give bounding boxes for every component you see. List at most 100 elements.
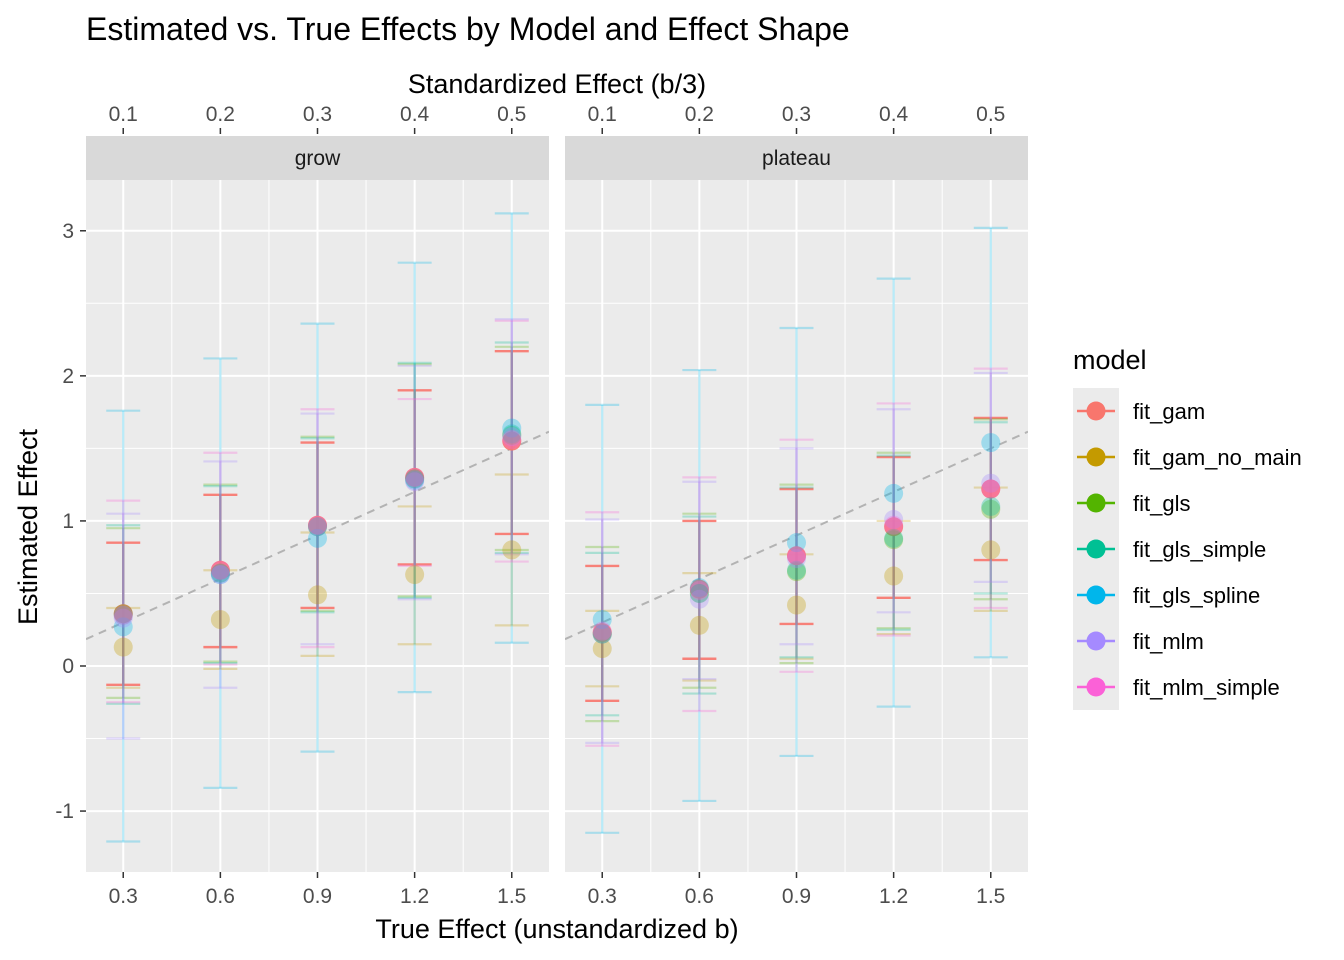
legend-label: fit_gls_simple	[1133, 537, 1266, 562]
point-fit_gam	[689, 579, 709, 599]
point-fit_mlm_simple	[689, 581, 709, 601]
point-fit_mlm	[308, 517, 327, 537]
point-fit_gls	[405, 469, 425, 489]
y-tick-label: 3	[62, 220, 74, 243]
x2-tick-label: 0.4	[400, 103, 430, 126]
y-tick-label: 1	[62, 510, 74, 533]
point-fit_gls_simple	[884, 528, 904, 548]
point-fit_gls_spline	[592, 610, 612, 630]
point-fit_gls	[113, 604, 133, 624]
y-tick-label: -1	[55, 800, 74, 823]
point-fit_gls_simple	[113, 605, 133, 625]
point-fit_gls_spline	[308, 528, 327, 548]
point-fit_gls	[787, 562, 806, 582]
point-fit_gls	[210, 563, 230, 583]
point-fit_mlm_simple	[405, 467, 425, 487]
legend-label: fit_gls	[1133, 491, 1190, 516]
top-axis-title: Standardized Effect (b/3)	[408, 69, 706, 99]
point-fit_gam	[113, 604, 133, 624]
legend-key-point	[1086, 585, 1106, 605]
point-fit_gam	[884, 517, 904, 537]
legend-key-point	[1086, 401, 1106, 421]
x-tick-label: 1.2	[400, 885, 429, 908]
panel-plateau: plateau 0.3 0.6 0.9 1.2 1.5 0.1 0.2 0.3 0.4 0.5	[565, 103, 1028, 908]
point-fit_gls	[689, 583, 709, 603]
facet-strip	[565, 136, 1028, 180]
point-fit_gls_simple	[592, 624, 612, 644]
x2-tick-label: 0.5	[497, 103, 526, 126]
point-fit_mlm	[592, 624, 612, 644]
x2-tick-label: 0.3	[782, 103, 811, 126]
point-fit_mlm_simple	[210, 560, 230, 580]
point-fit_gam_no_main	[308, 585, 327, 605]
x-tick-label: 1.5	[497, 885, 526, 908]
legend-key-point	[1086, 631, 1106, 651]
point-fit_gls	[592, 624, 612, 644]
panel-grow: grow 0.3 0.6 0.9 1.2 1.5 0.1 0.2 0.3 0.4 0.5 -1 0 1 2 3	[55, 103, 549, 908]
x-tick-label: 1.2	[879, 885, 908, 908]
legend-key-point	[1086, 493, 1106, 513]
x-tick-label: 0.6	[685, 885, 714, 908]
point-fit_gls_simple	[689, 583, 709, 603]
x2-tick-label: 0.3	[303, 103, 332, 126]
legend-label: fit_mlm_simple	[1133, 675, 1280, 700]
point-fit_mlm_simple	[113, 605, 133, 625]
y-axis-title: Estimated Effect	[13, 428, 43, 625]
point-fit_gls_spline	[405, 470, 425, 490]
point-fit_gam	[502, 431, 522, 451]
point-fit_gls_spline	[502, 418, 522, 438]
point-fit_gls	[884, 530, 904, 550]
point-fit_gam_no_main	[113, 637, 133, 657]
point-fit_mlm_simple	[884, 515, 904, 535]
x-tick-label: 0.6	[206, 885, 235, 908]
point-fit_gls_spline	[689, 578, 709, 598]
point-fit_gam	[787, 546, 806, 566]
point-fit_gam_no_main	[689, 615, 709, 635]
point-fit_gls	[502, 425, 522, 445]
legend-title: model	[1073, 345, 1147, 375]
point-fit_mlm	[502, 427, 522, 447]
point-fit_mlm_simple	[787, 546, 806, 566]
point-fit_mlm_simple	[592, 621, 612, 641]
point-fit_mlm_simple	[308, 515, 327, 535]
point-fit_gam_no_main	[592, 639, 612, 659]
point-fit_gls_spline	[113, 617, 133, 637]
point-fit_gls_spline	[787, 533, 806, 553]
x-axis-title: True Effect (unstandardized b)	[375, 914, 738, 944]
chart-title: Estimated vs. True Effects by Model and …	[86, 11, 850, 47]
point-fit_gam	[210, 560, 230, 580]
legend-label: fit_gam	[1133, 399, 1205, 424]
legend-label: fit_mlm	[1133, 629, 1204, 654]
point-fit_mlm_simple	[502, 430, 522, 450]
panels: grow 0.3 0.6 0.9 1.2 1.5 0.1 0.2 0.3 0.4 0.5 -1 0 1 2 3…	[55, 103, 1028, 908]
point-fit_gam_no_main	[210, 610, 230, 630]
x-tick-label: 0.3	[588, 885, 617, 908]
point-fit_gam	[308, 515, 327, 535]
legend-key-point	[1086, 447, 1106, 467]
point-fit_mlm	[113, 608, 133, 628]
point-fit_mlm_simple	[981, 479, 1001, 499]
x2-tick-label: 0.1	[588, 103, 617, 126]
point-fit_gls_simple	[981, 496, 1001, 516]
point-fit_mlm	[787, 549, 806, 569]
x2-tick-label: 0.5	[976, 103, 1005, 126]
point-fit_gam_no_main	[981, 540, 1001, 560]
point-fit_gls_simple	[787, 560, 806, 580]
facet-strip	[86, 136, 549, 180]
x-tick-label: 0.3	[109, 885, 138, 908]
point-fit_gls_spline	[210, 565, 230, 585]
point-fit_gls	[308, 517, 327, 537]
point-fit_gam_no_main	[405, 565, 425, 585]
point-fit_mlm	[210, 565, 230, 585]
legend-key-point	[1086, 677, 1106, 697]
x-tick-label: 0.9	[303, 885, 332, 908]
point-fit_gls_simple	[502, 424, 522, 444]
point-fit_gls_simple	[405, 469, 425, 489]
point-fit_mlm	[405, 472, 425, 492]
point-fit_gls_simple	[210, 563, 230, 583]
point-fit_gls	[981, 499, 1001, 519]
point-fit_gam	[981, 479, 1001, 499]
legend-label: fit_gls_spline	[1133, 583, 1260, 608]
x-tick-label: 1.5	[976, 885, 1005, 908]
